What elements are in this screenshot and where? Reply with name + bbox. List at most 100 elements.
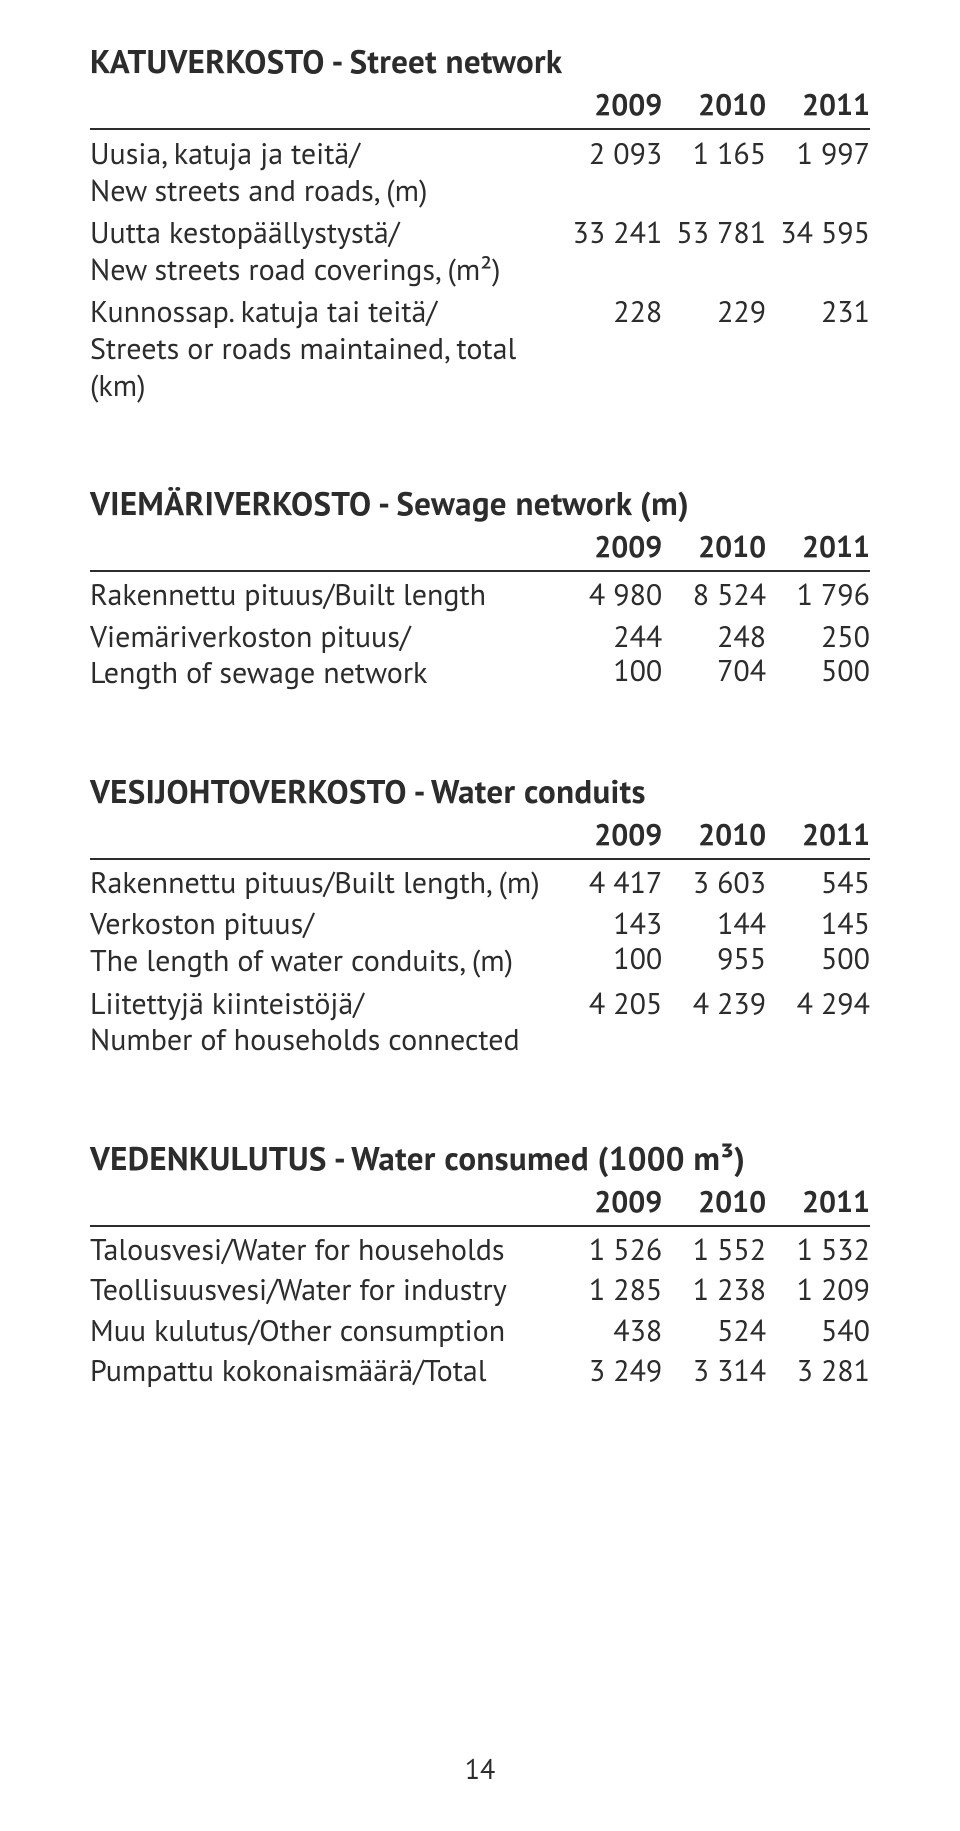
- cell: 1 526: [558, 1227, 662, 1268]
- year-2010: 2010: [662, 527, 766, 571]
- section-title: VESIJOHTOVERKOSTO - Water conduits: [90, 770, 870, 813]
- label-en: The length of water conduits, (m): [90, 943, 558, 980]
- section-street-network: KATUVERKOSTO - Street network 2009 2010 …: [90, 40, 870, 404]
- label-en: New streets and roads, (m): [90, 173, 558, 210]
- cell: 1 238: [662, 1267, 766, 1308]
- table-row: Teollisuusvesi/Water for industry 1 285 …: [90, 1267, 870, 1308]
- year-2010: 2010: [662, 85, 766, 129]
- cell: 248 704: [662, 613, 766, 692]
- row-label: Verkoston pituus/ The length of water co…: [90, 900, 558, 979]
- cell: 229: [662, 288, 766, 404]
- year-header-row: 2009 2010 2011: [90, 1182, 870, 1226]
- table-row: Rakennettu pituus/Built length 4 980 8 5…: [90, 572, 870, 613]
- title-rest: - Water conduits: [406, 770, 645, 813]
- row-label: Liitettyjä kiinteistöjä/ Number of house…: [90, 980, 558, 1059]
- table-row: Viemäriverkoston pituus/ Length of sewag…: [90, 613, 870, 692]
- title-caps: KATUVERKOSTO: [90, 40, 324, 83]
- title-caps: VEDENKULUTUS: [90, 1137, 327, 1180]
- cell: 4 205: [558, 980, 662, 1059]
- cell: 3 314: [662, 1348, 766, 1389]
- title-rest: - Water consumed (1000 m³): [327, 1137, 746, 1180]
- row-label: Muu kulutus/Other consumption: [90, 1308, 558, 1349]
- year-2011: 2011: [766, 815, 870, 859]
- cell: 244 100: [558, 613, 662, 692]
- water-consumed-table: 2009 2010 2011 Talousvesi/Water for hous…: [90, 1182, 870, 1389]
- table-row: Liitettyjä kiinteistöjä/ Number of house…: [90, 980, 870, 1059]
- year-2010: 2010: [662, 1182, 766, 1226]
- table-row: Talousvesi/Water for households 1 526 1 …: [90, 1227, 870, 1268]
- cell: 1 796: [766, 572, 870, 613]
- section-sewage-network: VIEMÄRIVERKOSTO - Sewage network (m) 200…: [90, 482, 870, 692]
- cell: 144 955: [662, 900, 766, 979]
- label-fi: Liitettyjä kiinteistöjä/: [90, 986, 558, 1023]
- row-label: Talousvesi/Water for households: [90, 1227, 558, 1268]
- year-2011: 2011: [766, 85, 870, 129]
- title-rest: - Street network: [324, 40, 562, 83]
- title-caps: VIEMÄRIVERKOSTO: [90, 482, 371, 525]
- year-header-row: 2009 2010 2011: [90, 815, 870, 859]
- cell: 4 239: [662, 980, 766, 1059]
- cell: 1 165: [662, 130, 766, 209]
- cell: 3 603: [662, 860, 766, 901]
- cell: 34 595: [766, 209, 870, 288]
- title-caps: VESIJOHTOVERKOSTO: [90, 770, 406, 813]
- water-conduits-table: 2009 2010 2011 Rakennettu pituus/Built l…: [90, 815, 870, 1059]
- header-spacer: [90, 85, 558, 129]
- table-row: Muu kulutus/Other consumption 438 524 54…: [90, 1308, 870, 1349]
- table-row: Verkoston pituus/ The length of water co…: [90, 900, 870, 979]
- cell: 53 781: [662, 209, 766, 288]
- section-title: VEDENKULUTUS - Water consumed (1000 m³): [90, 1137, 870, 1180]
- label-en: Length of sewage network: [90, 655, 558, 692]
- row-label: Viemäriverkoston pituus/ Length of sewag…: [90, 613, 558, 692]
- cell: 3 249: [558, 1348, 662, 1389]
- street-table: 2009 2010 2011 Uusia, katuja ja teitä/ N…: [90, 85, 870, 404]
- row-label: Kunnossap. katuja tai teitä/ Streets or …: [90, 288, 558, 404]
- table-row: Uusia, katuja ja teitä/ New streets and …: [90, 130, 870, 209]
- section-water-consumed: VEDENKULUTUS - Water consumed (1000 m³) …: [90, 1137, 870, 1389]
- cell: 438: [558, 1308, 662, 1349]
- cell: 4 294: [766, 980, 870, 1059]
- cell: 4 417: [558, 860, 662, 901]
- row-label: Uutta kestopäällystystä/ New streets roa…: [90, 209, 558, 288]
- sewage-table: 2009 2010 2011 Rakennettu pituus/Built l…: [90, 527, 870, 692]
- label-fi: Uusia, katuja ja teitä/: [90, 136, 558, 173]
- cell: 1 552: [662, 1227, 766, 1268]
- cell: 1 532: [766, 1227, 870, 1268]
- year-2009: 2009: [558, 1182, 662, 1226]
- row-label: Pumpattu kokonaismäärä/Total: [90, 1348, 558, 1389]
- cell: 145 500: [766, 900, 870, 979]
- label-en: Streets or roads maintained, total (km): [90, 331, 558, 404]
- title-rest: - Sewage network (m): [371, 482, 689, 525]
- cell: 250 500: [766, 613, 870, 692]
- cell: 1 997: [766, 130, 870, 209]
- header-spacer: [90, 815, 558, 859]
- table-row: Kunnossap. katuja tai teitä/ Streets or …: [90, 288, 870, 404]
- cell: 1 209: [766, 1267, 870, 1308]
- label-en: New streets road coverings, (m²): [90, 252, 558, 289]
- year-header-row: 2009 2010 2011: [90, 85, 870, 129]
- table-row: Uutta kestopäällystystä/ New streets roa…: [90, 209, 870, 288]
- label-fi: Verkoston pituus/: [90, 906, 558, 943]
- table-row: Pumpattu kokonaismäärä/Total 3 249 3 314…: [90, 1348, 870, 1389]
- table-row: Rakennettu pituus/Built length, (m) 4 41…: [90, 860, 870, 901]
- row-label: Teollisuusvesi/Water for industry: [90, 1267, 558, 1308]
- year-2011: 2011: [766, 1182, 870, 1226]
- header-spacer: [90, 527, 558, 571]
- page-number: 14: [0, 1750, 960, 1787]
- cell: 4 980: [558, 572, 662, 613]
- cell: 1 285: [558, 1267, 662, 1308]
- cell: 2 093: [558, 130, 662, 209]
- year-2011: 2011: [766, 527, 870, 571]
- label-fi: Uutta kestopäällystystä/: [90, 215, 558, 252]
- section-title: KATUVERKOSTO - Street network: [90, 40, 870, 83]
- cell: 231: [766, 288, 870, 404]
- cell: 524: [662, 1308, 766, 1349]
- section-water-conduits: VESIJOHTOVERKOSTO - Water conduits 2009 …: [90, 770, 870, 1059]
- cell: 540: [766, 1308, 870, 1349]
- header-spacer: [90, 1182, 558, 1226]
- year-2009: 2009: [558, 815, 662, 859]
- row-label: Uusia, katuja ja teitä/ New streets and …: [90, 130, 558, 209]
- label-en: Number of households connected: [90, 1022, 558, 1059]
- row-label: Rakennettu pituus/Built length: [90, 572, 558, 613]
- cell: 3 281: [766, 1348, 870, 1389]
